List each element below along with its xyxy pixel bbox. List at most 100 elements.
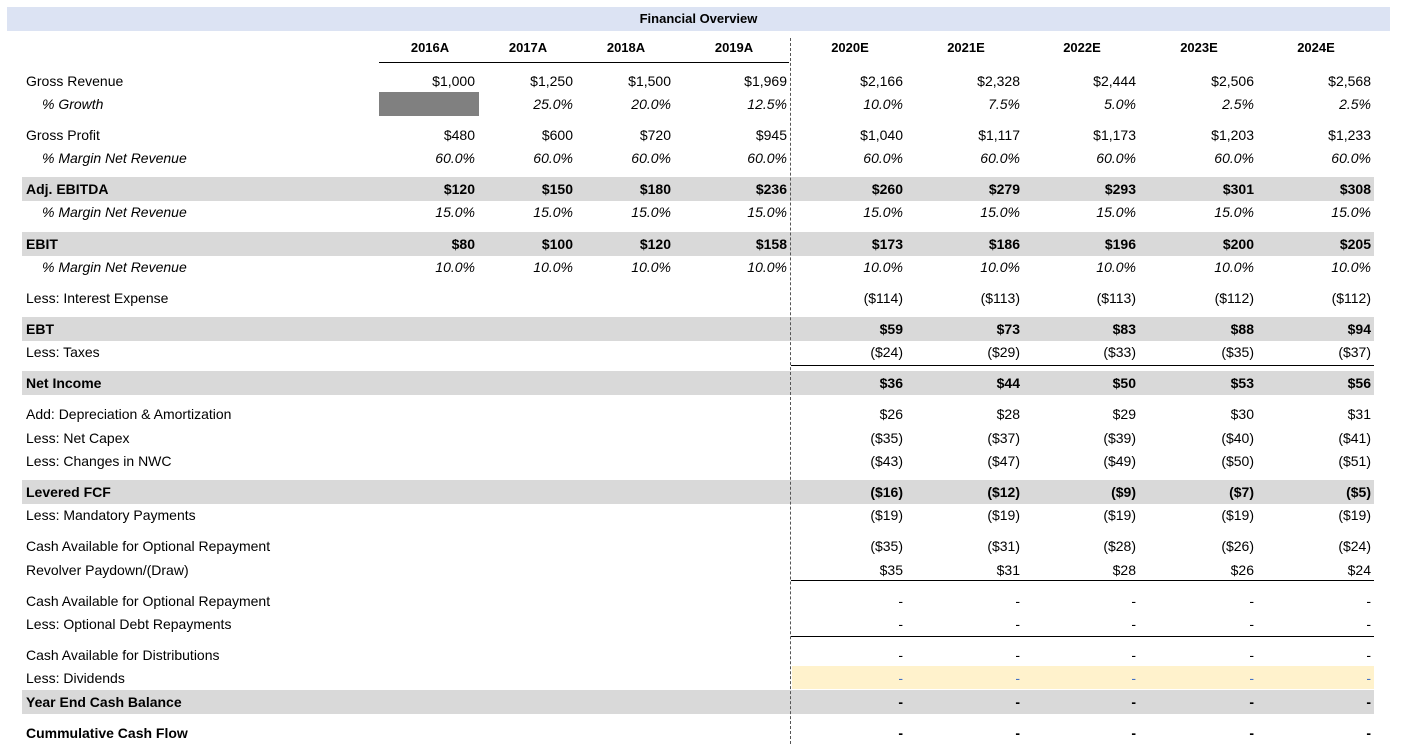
table-cell: - [1366,647,1371,663]
table-cell: - [1131,616,1136,632]
table-cell: ($7) [1229,484,1254,500]
section-rule [791,580,1374,581]
table-cell: 15.0% [1096,204,1136,220]
year-header-2022e: 2022E [1063,40,1101,55]
table-cell: 15.0% [747,204,787,220]
table-cell: $301 [1222,181,1254,197]
table-cell: $196 [1104,236,1136,252]
growth-2016-placeholder [379,92,479,116]
row-label: Less: Changes in NWC [26,453,172,469]
table-cell: 60.0% [980,150,1020,166]
table-cell: - [1249,694,1254,710]
row-shade [22,317,1374,341]
table-cell: $1,173 [1093,127,1136,143]
table-cell: 60.0% [1214,150,1254,166]
table-cell: $73 [996,321,1020,337]
table-cell: $200 [1222,236,1254,252]
table-cell: - [1249,616,1254,632]
table-cell: $945 [755,127,787,143]
row-label: Cash Available for Distributions [26,647,220,663]
table-cell: 15.0% [435,204,475,220]
table-cell: $36 [879,375,903,391]
row-shade [22,371,1374,395]
table-cell: 10.0% [1331,259,1371,275]
table-cell: $1,203 [1211,127,1254,143]
table-cell: $53 [1230,375,1254,391]
table-cell: - [1015,725,1020,741]
dividends-input-fill [792,666,1374,689]
table-cell: - [898,593,903,609]
row-shade [22,232,1374,256]
row-label: Gross Revenue [26,73,124,89]
actual-estimate-divider [790,38,791,744]
table-cell: 10.0% [747,259,787,275]
table-cell: 12.5% [747,96,787,112]
table-cell: - [1015,694,1020,710]
table-cell: 15.0% [980,204,1020,220]
year-header-2019a: 2019A [714,40,754,55]
table-cell: $28 [996,406,1020,422]
year-header-2018a: 2018A [606,40,646,55]
row-label: Levered FCF [26,484,111,500]
table-cell: $26 [1230,562,1254,578]
table-cell: - [1366,616,1371,632]
table-cell: - [1131,670,1136,686]
table-cell: 10.0% [435,259,475,275]
table-cell: $236 [755,181,787,197]
sheet-title: Financial Overview [639,11,758,26]
year-header-2017a: 2017A [508,40,548,55]
table-cell: - [1249,647,1254,663]
row-label: Cash Available for Optional Repayment [26,593,271,609]
table-cell: ($37) [987,430,1020,446]
table-cell: $480 [443,127,475,143]
year-header-2023e: 2023E [1180,40,1218,55]
table-cell: 10.0% [863,259,903,275]
table-cell: $28 [1112,562,1136,578]
row-label: Gross Profit [26,127,100,143]
table-cell: $205 [1339,236,1371,252]
table-cell: $30 [1230,406,1254,422]
table-cell: ($16) [870,484,903,500]
table-cell: - [898,694,903,710]
table-cell: 10.0% [863,96,903,112]
row-label: Cummulative Cash Flow [26,725,188,741]
table-cell: $26 [879,406,903,422]
table-cell: ($24) [1338,538,1371,554]
table-cell: $1,040 [860,127,903,143]
table-cell: ($29) [987,344,1020,360]
row-label: Net Income [26,375,102,391]
row-label: Add: Depreciation & Amortization [26,406,232,422]
table-cell: - [1131,694,1136,710]
table-cell: ($9) [1111,484,1136,500]
row-shade [22,690,1374,714]
table-cell: ($19) [1103,507,1136,523]
table-cell: $2,166 [860,73,903,89]
table-cell: 10.0% [1096,259,1136,275]
table-cell: ($50) [1221,453,1254,469]
table-cell: ($114) [863,290,903,306]
table-cell: - [1249,725,1254,741]
table-cell: $173 [871,236,903,252]
table-cell: 25.0% [533,96,573,112]
table-cell: $31 [1347,406,1371,422]
table-cell: $260 [871,181,903,197]
year-header-2024e: 2024E [1297,40,1335,55]
table-cell: ($51) [1338,453,1371,469]
row-shade [22,480,1374,504]
row-label: % Growth [42,96,104,112]
title-bar: Financial Overview [7,7,1390,31]
table-cell: ($28) [1103,538,1136,554]
table-cell: ($47) [987,453,1020,469]
table-cell: ($24) [870,344,903,360]
table-cell: 60.0% [747,150,787,166]
table-cell: - [1015,593,1020,609]
table-cell: 15.0% [863,204,903,220]
table-cell: $158 [755,236,787,252]
row-label: % Margin Net Revenue [42,150,187,166]
table-cell: 60.0% [1331,150,1371,166]
row-label: Adj. EBITDA [26,181,109,197]
table-cell: $186 [988,236,1020,252]
table-cell: 2.5% [1339,96,1371,112]
table-cell: $120 [443,181,475,197]
table-cell: $24 [1347,562,1371,578]
